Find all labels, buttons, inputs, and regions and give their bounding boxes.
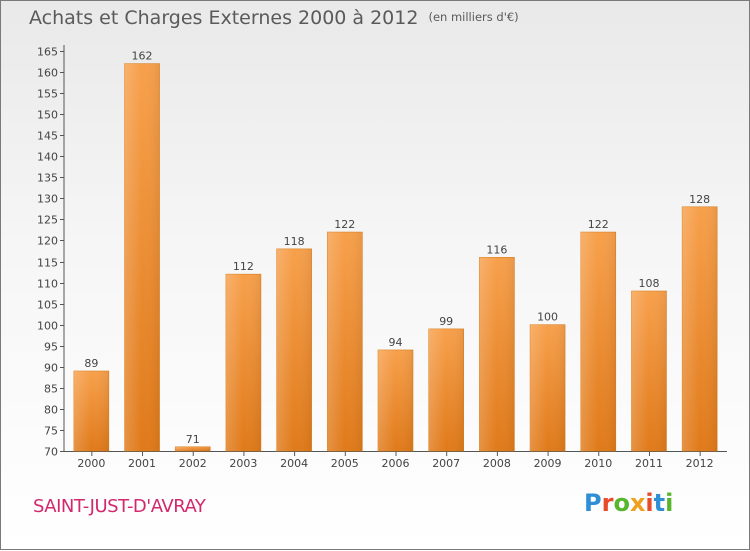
y-tick-label: 105	[37, 299, 58, 312]
logo-letter: o	[613, 489, 630, 517]
bar-sheen-2005	[327, 232, 363, 451]
y-tick-label: 80	[44, 404, 58, 417]
x-tick-label: 2009	[534, 457, 562, 470]
y-tick-label: 135	[37, 172, 58, 185]
bar-sheen-2006	[378, 349, 413, 451]
data-label-2003: 112	[233, 260, 254, 273]
bar-sheen-2003	[225, 274, 261, 451]
chart-subtitle: (en milliers d'€)	[428, 10, 519, 24]
y-tick-label: 155	[37, 88, 58, 101]
logo-letter: x	[629, 489, 646, 517]
logo-letter: P	[584, 489, 602, 517]
x-tick-label: 2003	[229, 457, 257, 470]
data-label-2011: 108	[638, 277, 659, 290]
data-label-2002: 71	[186, 433, 200, 446]
data-label-2007: 99	[439, 315, 453, 328]
bar-sheen-2004	[276, 248, 312, 451]
data-label-2012: 128	[689, 193, 710, 206]
data-label-2004: 118	[284, 235, 305, 248]
x-tick-label: 2010	[584, 457, 612, 470]
bar-sheen-2010	[580, 232, 616, 451]
data-label-2000: 89	[84, 357, 98, 370]
x-tick-label: 2007	[432, 457, 460, 470]
y-tick-label: 115	[37, 257, 58, 270]
chart-title: Achats et Charges Externes 2000 à 2012 (e…	[29, 7, 519, 29]
y-tick-label: 145	[37, 130, 58, 143]
logo-letter: r	[601, 489, 614, 517]
data-label-2009: 100	[537, 311, 558, 324]
logo-letter: i	[645, 489, 654, 517]
bar-sheen-2000	[73, 371, 109, 451]
city-name: SAINT-JUST-D'AVRAY	[33, 496, 206, 517]
y-tick-label: 160	[37, 67, 58, 80]
x-tick-label: 2004	[280, 457, 308, 470]
y-tick-label: 130	[37, 193, 58, 206]
bar-sheen-2012	[682, 206, 718, 451]
data-labels: 89 162 71 112 118 122 94 99 116 100 122 108 128	[84, 50, 710, 446]
y-tick-label: 100	[37, 320, 58, 333]
title-text: Achats et Charges Externes 2000 à 2012	[29, 7, 419, 29]
y-tick-label: 150	[37, 109, 58, 122]
proxiti-logo[interactable]: Proxiti	[584, 489, 673, 517]
data-label-2001: 162	[132, 50, 153, 63]
bar-sheen-2009	[530, 324, 566, 451]
y-tick-label: 120	[37, 235, 58, 248]
y-tick-label: 70	[44, 446, 58, 459]
data-label-2010: 122	[588, 218, 609, 231]
x-tick-label: 2002	[179, 457, 207, 470]
y-tick-label: 110	[37, 278, 58, 291]
bar-sheen-2008	[479, 257, 515, 451]
x-tick-label: 2008	[483, 457, 511, 470]
logo-letter: i	[665, 489, 674, 517]
data-label-2006: 94	[389, 336, 403, 349]
y-tick-label: 165	[37, 46, 58, 59]
bar-sheen-2001	[124, 63, 160, 451]
x-tick-label: 2001	[128, 457, 156, 470]
x-tick-label: 2006	[382, 457, 410, 470]
y-tick-label: 140	[37, 151, 58, 164]
bars	[73, 63, 718, 452]
x-tick-label: 2012	[686, 457, 714, 470]
y-tick-label: 85	[44, 383, 58, 396]
y-tick-label: 125	[37, 214, 58, 227]
axes: 70 75 80 85 90 95 100 105 110 115 120 125 130 135 140 1…	[37, 45, 727, 470]
logo-letter: t	[653, 489, 666, 517]
y-tick-label: 75	[44, 425, 58, 438]
data-label-2008: 116	[486, 243, 507, 256]
x-tick-label: 2005	[331, 457, 359, 470]
bar-sheen-2002	[175, 446, 211, 451]
y-tick-label: 90	[44, 362, 58, 375]
x-tick-label: 2000	[77, 457, 105, 470]
x-tick-label: 2011	[635, 457, 663, 470]
y-tick-label: 95	[44, 341, 58, 354]
bar-sheen-2007	[428, 328, 464, 451]
bar-sheen-2011	[631, 291, 667, 451]
data-label-2005: 122	[334, 218, 355, 231]
